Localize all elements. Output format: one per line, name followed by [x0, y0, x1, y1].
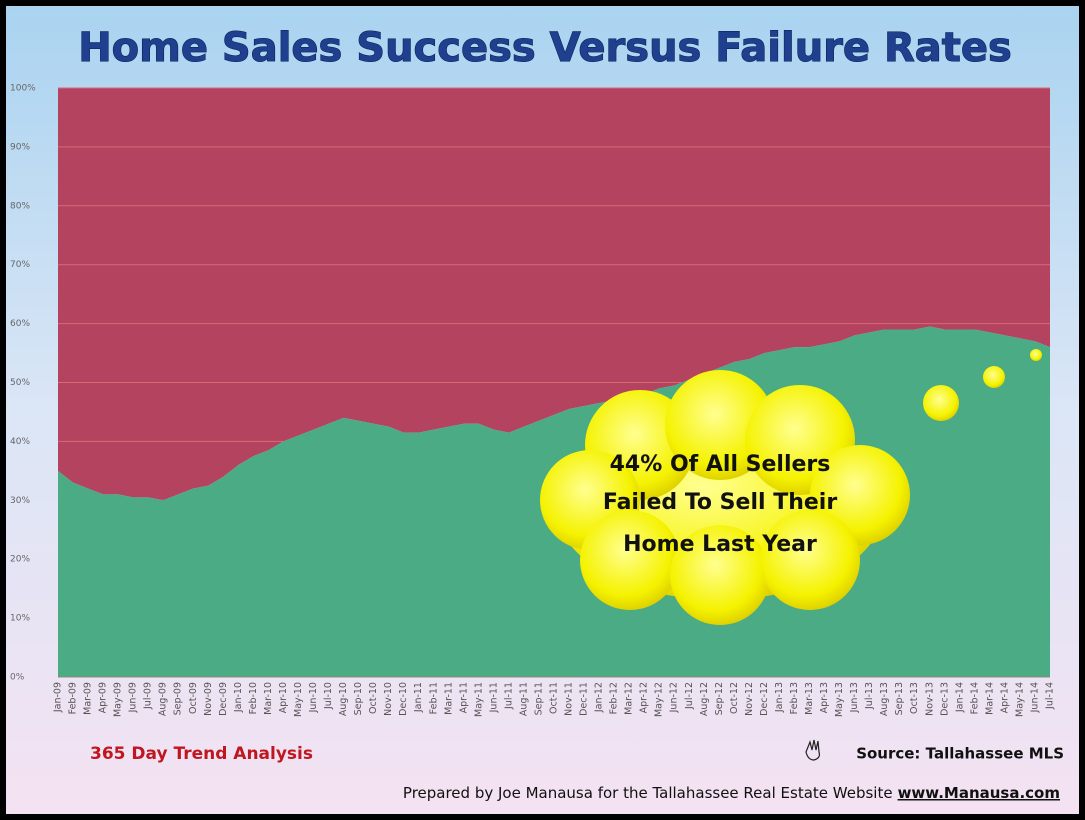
y-tick-label: 10% [10, 614, 30, 624]
x-tick-label: Dec-13 [939, 682, 950, 716]
x-tick-label: Sep-10 [353, 682, 364, 715]
y-tick-label: 90% [10, 142, 30, 152]
x-tick-label: Feb-12 [609, 682, 620, 714]
x-tick-label: May-10 [293, 682, 304, 717]
chart-title: Home Sales Success Versus Failure Rates [78, 25, 1012, 71]
annotation-line: 44% Of All Sellers [610, 452, 831, 477]
source: Source: Tallahassee MLS [856, 745, 1064, 763]
x-tick-label: Nov-11 [564, 682, 575, 716]
x-tick-label: Oct-13 [909, 682, 920, 714]
x-tick-label: Aug-10 [338, 682, 349, 716]
x-tick-label: Oct-09 [188, 682, 199, 714]
x-tick-label: Aug-11 [518, 682, 529, 716]
x-tick-label: Oct-12 [729, 682, 740, 714]
x-tick-label: Mar-12 [624, 682, 635, 715]
x-tick-label: Nov-12 [744, 682, 755, 716]
x-tick-label: May-13 [834, 682, 845, 717]
x-tick-label: Nov-13 [924, 682, 935, 716]
x-tick-label: Mar-11 [443, 682, 454, 715]
x-tick-label: Dec-10 [398, 682, 409, 716]
page: {"chart_data": { "type": "stacked-area",… [0, 0, 1085, 820]
x-tick-label: Mar-09 [83, 682, 94, 715]
x-tick-label: Sep-09 [173, 682, 184, 715]
x-tick-label: Mar-13 [804, 682, 815, 715]
x-tick-label: May-14 [1014, 682, 1025, 717]
x-tick-label: Apr-09 [98, 682, 109, 713]
footer-left: 365 Day Trend Analysis [90, 744, 313, 764]
x-tick-label: Feb-09 [68, 682, 79, 714]
x-tick-label: Jul-11 [503, 682, 514, 710]
x-tick-label: Jun-10 [308, 682, 319, 713]
y-tick-label: 60% [10, 319, 30, 329]
x-tick-label: May-09 [113, 682, 124, 717]
annotation-line: Failed To Sell Their [603, 490, 837, 515]
x-tick-label: Oct-11 [549, 682, 560, 714]
x-tick-label: Sep-13 [894, 682, 905, 715]
x-tick-label: Dec-11 [579, 682, 590, 716]
y-tick-label: 100% [10, 84, 36, 94]
x-tick-label: Jun-11 [488, 682, 499, 713]
x-tick-label: Apr-13 [819, 682, 830, 713]
x-tick-label: Dec-12 [759, 682, 770, 716]
y-tick-label: 80% [10, 201, 30, 211]
x-tick-label: Nov-10 [383, 682, 394, 716]
x-tick-label: Jan-09 [53, 682, 64, 713]
x-tick-label: Jun-12 [669, 682, 680, 713]
credit-link[interactable]: www.Manausa.com [898, 784, 1060, 802]
x-tick-label: Jul-13 [864, 682, 875, 710]
annotation-line: Home Last Year [623, 532, 817, 557]
x-tick-label: Apr-14 [999, 682, 1010, 713]
x-tick-label: Jan-13 [774, 682, 785, 713]
x-tick-label: Feb-11 [428, 682, 439, 714]
x-tick-label: Jul-10 [323, 682, 334, 710]
x-tick-label: Apr-12 [639, 682, 650, 713]
x-tick-label: Jun-13 [849, 682, 860, 713]
x-tick-label: Jul-14 [1045, 682, 1056, 710]
x-tick-label: May-12 [654, 682, 665, 717]
x-tick-label: Feb-10 [248, 682, 259, 714]
x-tick-label: Feb-13 [789, 682, 800, 714]
x-tick-label: Sep-11 [533, 682, 544, 715]
y-tick-label: 30% [10, 496, 30, 506]
x-tick-label: Mar-14 [984, 682, 995, 715]
x-tick-label: Dec-09 [218, 682, 229, 716]
x-tick-label: Jul-09 [143, 682, 154, 710]
x-tick-label: Aug-13 [879, 682, 890, 716]
x-tick-label: Apr-11 [458, 682, 469, 713]
x-tick-label: Jan-11 [413, 682, 424, 713]
credit-line: Prepared by Joe Manausa for the Tallahas… [403, 784, 1060, 802]
y-tick-label: 0% [10, 673, 25, 683]
y-tick-label: 20% [10, 555, 30, 565]
x-tick-label: Jun-14 [1029, 682, 1040, 713]
x-tick-label: Jan-14 [954, 682, 965, 713]
plot-area: 0% 10% 20% 30% 40% 50% 60% 70% 80% 90% 100% Jan-09 F… [10, 84, 1056, 718]
x-tick-label: Aug-09 [158, 682, 169, 716]
x-tick-label: Nov-09 [203, 682, 214, 716]
y-tick-label: 40% [10, 437, 30, 447]
x-tick-label: Mar-10 [263, 682, 274, 715]
x-tick-label: Oct-10 [368, 682, 379, 714]
x-tick-label: Jul-12 [684, 682, 695, 710]
credit: Prepared by Joe Manausa for the Tallahas… [403, 784, 893, 802]
x-tick-label: Apr-10 [278, 682, 289, 713]
x-tick-label: May-11 [473, 682, 484, 717]
x-tick-label: Jun-09 [128, 682, 139, 713]
y-tick-label: 50% [10, 378, 30, 388]
x-tick-label: Feb-14 [969, 682, 980, 714]
x-tick-label: Sep-12 [714, 682, 725, 715]
y-tick-label: 70% [10, 260, 30, 270]
x-tick-label: Jan-10 [233, 682, 244, 713]
x-tick-label: Aug-12 [699, 682, 710, 716]
chart: Home Sales Success Versus Failure Rates … [0, 0, 1085, 820]
x-tick-label: Jan-12 [594, 682, 605, 713]
